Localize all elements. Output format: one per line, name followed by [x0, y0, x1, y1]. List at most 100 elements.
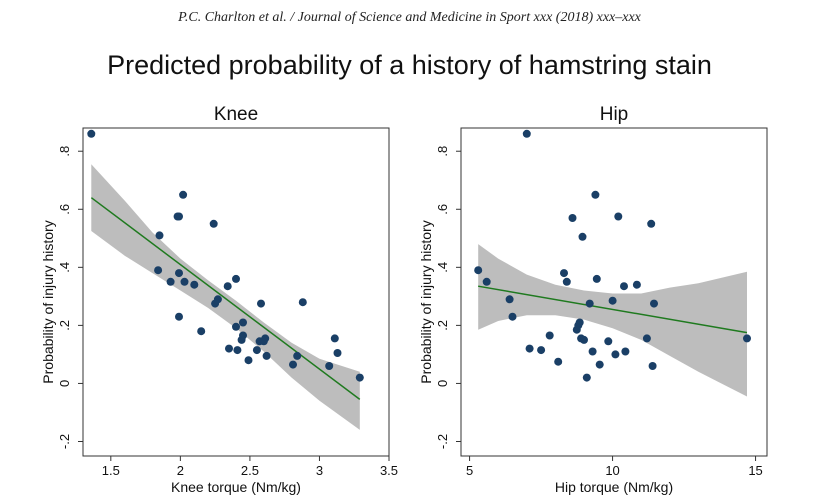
- data-point-hip-4: [508, 312, 517, 321]
- data-point-hip-2: [482, 277, 491, 286]
- data-point-knee-16: [223, 282, 232, 291]
- x-tick-label-hip: 15: [748, 463, 762, 478]
- y-tick-label-knee: .6: [57, 204, 72, 215]
- y-tick-label-hip: .4: [435, 262, 450, 273]
- data-point-hip-15: [575, 318, 584, 327]
- data-point-knee-9: [179, 190, 188, 199]
- data-point-knee-8: [175, 312, 183, 321]
- data-point-hip-23: [592, 274, 601, 283]
- x-axis-title-hip: Hip torque (Nm/kg): [555, 479, 673, 495]
- data-point-hip-7: [537, 346, 546, 355]
- y-tick-label-knee: -.2: [57, 434, 72, 449]
- data-point-knee-2: [154, 266, 163, 275]
- y-tick-label-knee: .8: [57, 146, 72, 157]
- y-tick-label-knee: .2: [57, 320, 72, 331]
- data-point-hip-31: [632, 280, 641, 289]
- data-point-hip-11: [562, 277, 571, 286]
- data-point-knee-24: [244, 356, 253, 365]
- data-point-hip-30: [621, 347, 630, 356]
- data-point-knee-27: [257, 299, 265, 308]
- x-tick-label-hip: 10: [605, 463, 619, 478]
- data-point-knee-29: [261, 334, 270, 343]
- y-axis-title-knee: Probability of injury history: [40, 220, 56, 383]
- data-point-knee-19: [232, 322, 240, 331]
- data-point-hip-3: [505, 295, 514, 304]
- data-point-knee-36: [333, 349, 342, 357]
- data-point-knee-30: [262, 351, 271, 360]
- y-axis-title-hip: Probability of injury history: [418, 220, 434, 383]
- data-point-hip-6: [525, 344, 534, 353]
- x-axis-title-knee: Knee torque (Nm/kg): [171, 479, 301, 495]
- data-point-hip-9: [554, 357, 563, 366]
- data-point-hip-32: [642, 334, 651, 343]
- data-point-hip-10: [560, 269, 568, 278]
- data-point-hip-35: [650, 299, 658, 308]
- data-point-hip-17: [578, 232, 587, 241]
- data-point-hip-12: [568, 214, 577, 222]
- data-point-knee-22: [239, 331, 247, 340]
- data-point-knee-10: [180, 277, 189, 286]
- confidence-band-hip: [478, 244, 747, 397]
- data-point-knee-35: [330, 334, 339, 343]
- data-point-hip-1: [474, 266, 483, 275]
- confidence-band-knee: [91, 164, 360, 430]
- data-point-knee-6: [175, 212, 183, 221]
- data-point-knee-1: [87, 129, 96, 138]
- panel-hip: Hip 5 10 15 -.2 0 .2 .4 .6 .8 Hip torque (Nm/kg) Pr…: [418, 104, 768, 495]
- data-point-knee-3: [155, 231, 164, 240]
- data-point-knee-33: [298, 298, 307, 307]
- y-tick-label-hip: .6: [435, 204, 450, 215]
- data-point-hip-5: [522, 129, 531, 138]
- y-tick-label-knee: 0: [57, 380, 72, 387]
- data-point-knee-17: [225, 344, 233, 353]
- data-point-hip-8: [545, 331, 554, 340]
- x-tick-label-knee: 1.5: [102, 463, 120, 478]
- journal-header: P.C. Charlton et al. / Journal of Scienc…: [178, 10, 641, 25]
- data-point-knee-12: [197, 327, 206, 336]
- data-point-hip-34: [648, 362, 657, 370]
- data-point-hip-36: [743, 334, 751, 343]
- data-point-hip-25: [604, 337, 613, 346]
- data-point-knee-13: [209, 219, 218, 228]
- data-point-hip-28: [614, 212, 623, 221]
- plot-frame-knee: [82, 127, 390, 457]
- data-point-hip-21: [588, 347, 597, 356]
- data-point-knee-4: [166, 277, 175, 286]
- x-tick-label-knee: 3.5: [380, 463, 398, 478]
- y-tick-label-hip: .8: [435, 146, 450, 157]
- data-point-hip-20: [585, 299, 594, 308]
- data-point-knee-15: [213, 295, 222, 304]
- x-tick-label-knee: 3: [316, 463, 323, 478]
- data-point-hip-26: [608, 296, 617, 305]
- plot-frame-hip: [460, 127, 768, 457]
- data-point-knee-23: [239, 318, 247, 327]
- fit-line-hip: [478, 285, 748, 334]
- data-point-knee-18: [232, 274, 240, 283]
- data-point-knee-11: [190, 280, 199, 289]
- y-tick-label-hip: 0: [435, 380, 450, 387]
- data-point-knee-34: [325, 362, 334, 370]
- data-point-hip-27: [611, 350, 620, 359]
- data-point-hip-18: [580, 335, 588, 344]
- data-point-hip-19: [582, 373, 591, 382]
- data-point-knee-32: [293, 351, 302, 360]
- data-point-knee-25: [252, 346, 261, 355]
- y-tick-label-hip: -.2: [435, 434, 450, 449]
- x-tick-label-hip: 5: [466, 463, 473, 478]
- panel-title-hip: Hip: [600, 104, 629, 125]
- x-tick-label-knee: 2.5: [241, 463, 259, 478]
- panel-title-knee: Knee: [214, 104, 258, 125]
- data-point-hip-22: [591, 190, 600, 199]
- fit-line-knee: [90, 197, 361, 400]
- data-point-knee-20: [233, 346, 242, 355]
- data-point-hip-29: [620, 282, 628, 291]
- data-point-knee-31: [289, 360, 297, 369]
- x-tick-label-knee: 2: [177, 463, 184, 478]
- figure-title: Predicted probability of a history of ha…: [107, 50, 712, 80]
- data-point-hip-33: [647, 219, 656, 228]
- data-point-hip-24: [595, 360, 604, 369]
- y-tick-label-hip: .2: [435, 320, 450, 331]
- panel-knee: Knee 1.5 2 2.5 3 3.5 -.2 0 .2 .4 .6 .8 Knee torque (…: [40, 104, 398, 495]
- y-tick-label-knee: .4: [57, 262, 72, 273]
